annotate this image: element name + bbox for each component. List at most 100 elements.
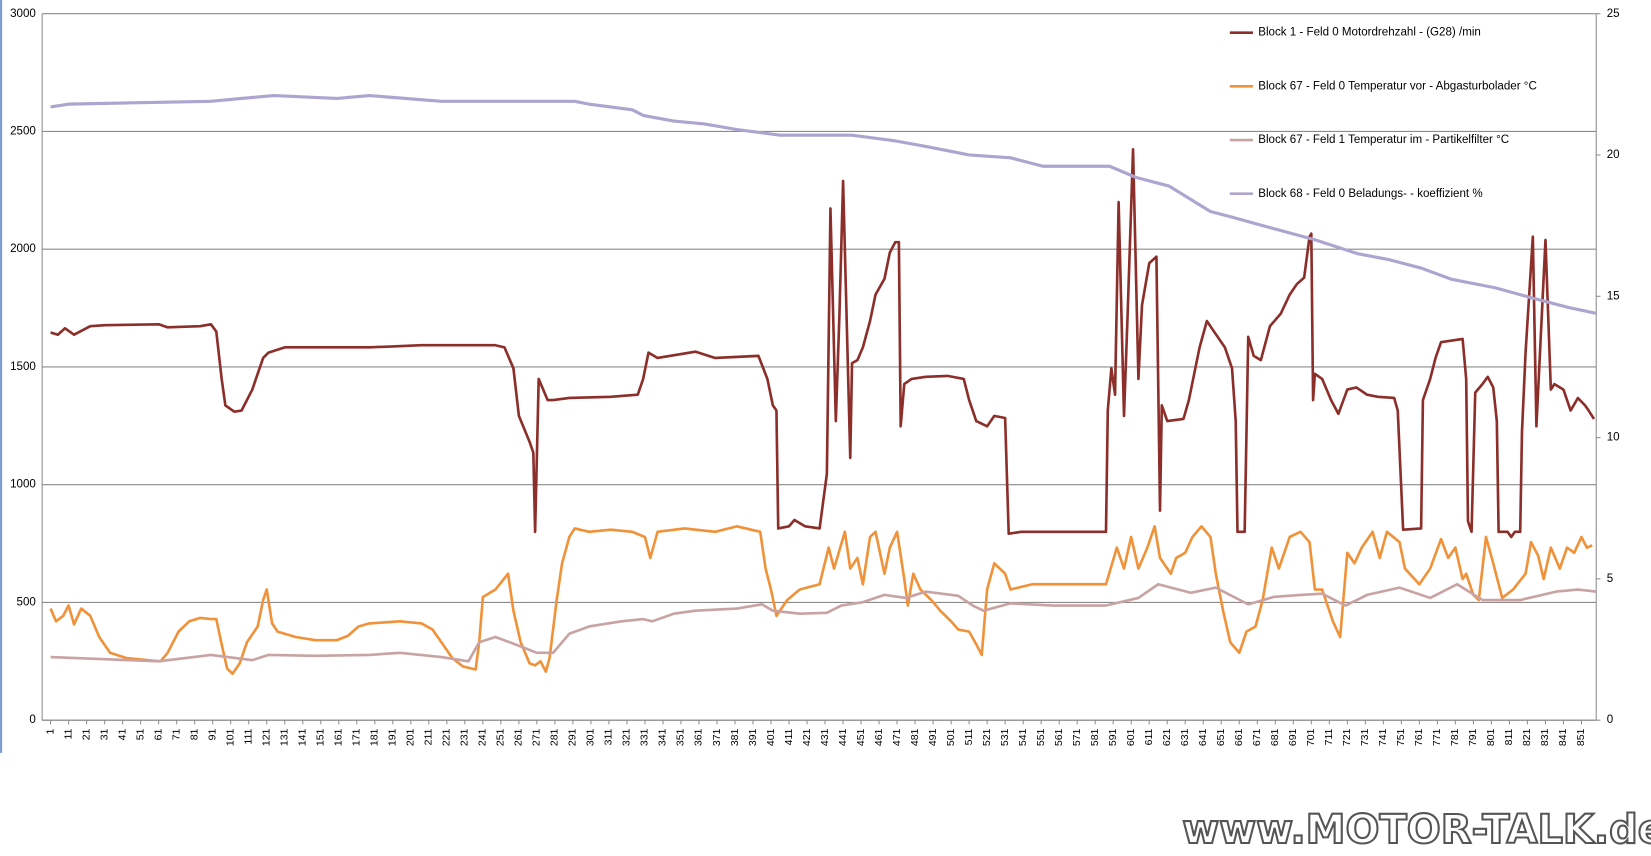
x-tick-label: 551	[1035, 728, 1047, 746]
x-tick-label: 681	[1269, 728, 1281, 746]
x-tick-label: 781	[1449, 728, 1461, 746]
x-tick-label: 311	[603, 728, 615, 745]
x-tick-label: 561	[1053, 728, 1065, 746]
x-tick-label: 661	[1233, 728, 1245, 746]
x-tick-label: 211	[423, 728, 435, 745]
x-tick-label: 671	[1251, 728, 1263, 746]
x-tick-label: 231	[459, 728, 471, 746]
x-tick-label: 261	[513, 728, 525, 746]
x-tick-label: 131	[279, 728, 291, 746]
x-tick-label: 481	[909, 728, 921, 746]
x-tick-label: 11	[62, 728, 74, 739]
y-tick-label: 0	[29, 714, 35, 726]
x-tick-label: 1	[44, 728, 56, 734]
x-tick-label: 651	[1215, 728, 1227, 746]
y2-tick-label: 15	[1607, 290, 1620, 302]
x-tick-label: 501	[945, 728, 957, 746]
x-tick-label: 771	[1431, 728, 1443, 746]
x-tick-label: 151	[315, 728, 327, 746]
legend-label: Block 67 - Feld 0 Temperatur vor - Abgas…	[1258, 80, 1537, 92]
series-line	[50, 94, 1597, 315]
x-tick-label: 331	[639, 728, 651, 746]
y-tick-label: 3000	[10, 8, 36, 20]
x-tick-label: 421	[801, 728, 813, 746]
x-tick-label: 411	[783, 728, 795, 745]
x-tick-label: 241	[477, 728, 489, 746]
x-tick-label: 281	[549, 728, 561, 746]
x-tick-label: 391	[747, 728, 759, 746]
y2-tick-label: 20	[1607, 149, 1620, 161]
x-tick-label: 121	[261, 728, 273, 746]
x-tick-label: 491	[927, 728, 939, 746]
x-tick-label: 691	[1287, 728, 1299, 746]
y-tick-label: 500	[17, 596, 36, 608]
x-tick-label: 81	[188, 728, 200, 740]
x-tick-label: 351	[675, 728, 687, 746]
x-tick-label: 521	[981, 728, 993, 746]
x-tick-label: 821	[1521, 728, 1533, 746]
x-tick-label: 171	[351, 728, 363, 746]
x-tick-label: 851	[1575, 728, 1587, 746]
x-tick-label: 341	[657, 728, 669, 746]
x-tick-label: 751	[1395, 728, 1407, 746]
watermark: www.MOTOR-TALK.de	[1182, 807, 1651, 853]
y2-tick-label: 0	[1607, 714, 1613, 726]
x-tick-label: 701	[1305, 728, 1317, 746]
y2-tick-label: 5	[1607, 573, 1613, 585]
legend-label: Block 68 - Feld 0 Beladungs- - koeffizie…	[1258, 188, 1482, 200]
x-tick-label: 541	[1017, 728, 1029, 746]
x-tick-label: 571	[1071, 728, 1083, 746]
x-tick-label: 641	[1197, 728, 1209, 746]
series-line	[50, 147, 1596, 539]
x-tick-label: 51	[134, 728, 146, 740]
x-tick-label: 431	[819, 728, 831, 746]
x-tick-label: 621	[1161, 728, 1173, 746]
x-tick-label: 191	[387, 728, 399, 746]
x-tick-label: 531	[999, 728, 1011, 746]
x-tick-label: 731	[1359, 728, 1371, 746]
x-tick-label: 831	[1539, 728, 1551, 746]
x-tick-label: 101	[224, 728, 236, 746]
x-tick-label: 601	[1125, 728, 1137, 746]
x-tick-label: 361	[693, 728, 705, 746]
x-tick-label: 611	[1143, 728, 1155, 745]
x-tick-label: 451	[855, 728, 867, 746]
y-tick-label: 1000	[10, 479, 36, 491]
x-tick-label: 721	[1341, 728, 1353, 746]
series-line	[49, 525, 1593, 676]
x-tick-label: 271	[531, 728, 543, 746]
x-tick-label: 791	[1467, 728, 1479, 746]
x-tick-label: 181	[369, 728, 381, 746]
legend-label: Block 1 - Feld 0 Motordrehzahl - (G28) /…	[1258, 27, 1481, 39]
x-tick-label: 251	[495, 728, 507, 746]
x-tick-label: 61	[152, 728, 164, 740]
y-tick-label: 2000	[10, 243, 36, 255]
x-tick-label: 21	[80, 728, 92, 740]
x-tick-label: 161	[333, 728, 345, 746]
x-tick-label: 801	[1485, 728, 1497, 746]
x-tick-label: 71	[170, 728, 182, 740]
x-tick-label: 91	[206, 728, 218, 740]
y2-tick-label: 25	[1607, 8, 1620, 20]
y-tick-label: 2500	[10, 125, 36, 137]
y2-tick-label: 10	[1607, 432, 1620, 444]
x-tick-label: 201	[405, 728, 417, 746]
x-tick-label: 381	[729, 728, 741, 746]
x-tick-label: 461	[873, 728, 885, 746]
x-tick-label: 471	[891, 728, 903, 746]
series-line	[50, 582, 1597, 663]
x-tick-label: 631	[1179, 728, 1191, 746]
x-tick-label: 761	[1413, 728, 1425, 746]
x-tick-label: 401	[765, 728, 777, 746]
x-tick-label: 141	[297, 728, 309, 746]
x-tick-label: 371	[711, 728, 723, 746]
x-tick-label: 111	[243, 728, 255, 744]
x-tick-label: 591	[1107, 728, 1119, 746]
x-tick-label: 291	[567, 728, 579, 746]
x-tick-label: 711	[1323, 728, 1335, 745]
legend-label: Block 67 - Feld 1 Temperatur im - Partik…	[1258, 134, 1509, 146]
y-tick-label: 1500	[10, 361, 36, 373]
x-tick-label: 221	[441, 728, 453, 746]
